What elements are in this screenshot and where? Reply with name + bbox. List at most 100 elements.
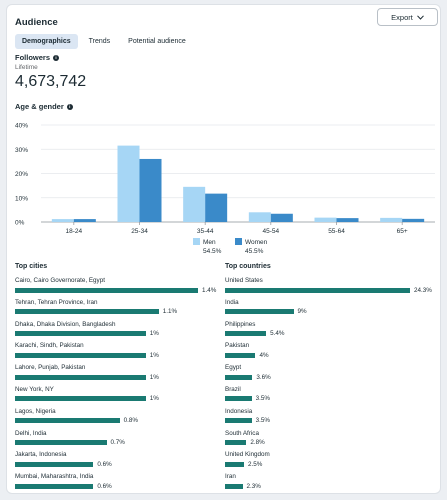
list-item-bar-row: 4% [225,351,435,359]
export-button[interactable]: Export [377,8,438,26]
bar-women-25-34 [139,158,162,222]
list-item-bar [225,440,247,446]
list-item-value: 0.7% [110,439,125,447]
list-item-bar-row: 5.4% [225,330,435,338]
list-item-value: 4% [259,351,269,359]
age-gender-heading: Age & gender i [15,102,73,111]
list-item: New York, NY 1% [15,385,221,407]
legend-swatch-men [193,238,200,245]
list-item: Delhi, India 0.7% [15,429,221,451]
list-item-label: Jakarta, Indonesia [15,451,67,459]
list-item-label: Indonesia [225,407,253,415]
list-item-bar-row: 9% [225,308,435,316]
list-item-bar-row: 0.7% [15,439,221,447]
y-tick-label: 30% [15,147,28,154]
list-item-bar [225,309,294,315]
list-item-value: 1% [149,373,159,381]
list-item: India 9% [225,298,435,320]
list-item-bar-row: 2.3% [225,482,435,490]
list-item-bar [15,418,120,424]
list-item: Pakistan 4% [225,341,435,363]
list-item: United States 24.3% [225,276,435,298]
list-item-bar [225,352,256,358]
list-item-bar-row: 3.5% [225,395,435,403]
list-item-value: 0.8% [123,417,138,425]
list-item-value: 1.4% [202,286,217,294]
list-item: Indonesia 3.5% [225,407,435,429]
list-item-value: 3.6% [256,373,271,381]
age-gender-chart: 0% 10% 20% 30% 40% 18-24 25-34 35-44 45-54 55-64 6… [15,123,435,255]
list-item-value: 3.5% [255,395,270,403]
legend-label-women: Women [245,239,268,246]
list-item-label: Dhaka, Dhaka Division, Bangladesh [15,320,116,328]
age-gender-label: Age & gender [15,102,64,111]
list-item-bar [15,440,107,446]
list-item-bar [225,483,243,489]
x-tick-label: 55-64 [328,228,345,235]
legend-swatch-women [235,238,242,245]
audience-card: Audience Export Demographics Trends Pote… [6,4,441,494]
list-item-label: Mumbai, Maharashtra, India [15,473,94,481]
list-item-bar-row: 3.5% [225,417,435,425]
list-item-label: Iran [225,473,236,481]
list-item-bar [15,483,94,489]
list-item-value: 1.1% [162,308,178,316]
bar-women-55-64 [336,218,359,222]
tab-bar: Demographics Trends Potential audience [15,34,193,49]
y-tick-label: 40% [15,123,28,130]
followers-count: 4,673,742 [15,73,87,90]
list-item-label: Lagos, Nigeria [15,407,56,415]
list-item-bar-row: 1% [15,330,221,338]
info-icon[interactable]: i [53,54,60,61]
list-item-value: 3.5% [255,417,270,425]
list-item-bar-row: 3.6% [225,373,435,381]
list-item-bar-row: 2.8% [225,439,435,447]
list-item-value: 0.6% [97,482,112,490]
list-item-label: India [225,298,239,306]
legend-percent-men: 54.5% [203,248,222,255]
tab-trends[interactable]: Trends [88,38,111,45]
list-item-label: Delhi, India [15,429,47,437]
x-tick-label: 18-24 [66,228,83,235]
bar-women-18-24 [73,219,96,222]
list-item-bar [15,331,146,337]
legend-percent-women: 45.5% [245,248,264,255]
tab-demographics[interactable]: Demographics [15,34,78,49]
chevron-down-icon [416,14,424,20]
list-item-label: Lahore, Punjab, Pakistan [15,364,86,372]
export-label: Export [391,12,413,22]
bar-women-45-54 [270,213,293,222]
list-item: Brazil 3.5% [225,385,435,407]
bar-men-45-54 [248,212,271,222]
list-item-bar-row: 2.5% [225,460,435,468]
bar-women-65+ [402,218,425,222]
list-item-bar [15,461,94,467]
list-item-value: 0.6% [97,460,112,468]
list-item-label: Philippines [225,320,256,328]
followers-sublabel: Lifetime [15,64,38,71]
list-item-bar [225,374,253,380]
list-item: Lahore, Punjab, Pakistan 1% [15,363,221,385]
list-item-bar-row: 1% [15,351,221,359]
list-item-bar-row: 0.6% [15,482,221,490]
list-item: Jakarta, Indonesia 0.6% [15,450,221,472]
list-item-bar-row: 0.8% [15,417,221,425]
bar-men-25-34 [117,145,140,222]
list-item: Tehran, Tehran Province, Iran 1.1% [15,298,221,320]
x-tick-label: 65+ [397,228,408,235]
list-item: Dhaka, Dhaka Division, Bangladesh 1% [15,320,221,342]
bar-men-35-44 [183,186,206,222]
list-item-bar-row: 1.4% [15,286,221,294]
info-icon[interactable]: i [66,103,73,110]
list-item-bar [15,374,146,380]
top-countries-title: Top countries [225,263,271,270]
tab-potential-audience[interactable]: Potential audience [128,38,186,45]
list-item: Iran 2.3% [225,472,435,493]
list-item-label: Brazil [225,385,241,393]
list-item-bar [15,396,146,402]
page-title: Audience [15,17,58,28]
list-item-value: 2.8% [250,439,265,447]
list-item-label: South Africa [225,429,259,437]
top-cities-title: Top cities [15,263,48,270]
list-item: United Kingdom 2.5% [225,450,435,472]
